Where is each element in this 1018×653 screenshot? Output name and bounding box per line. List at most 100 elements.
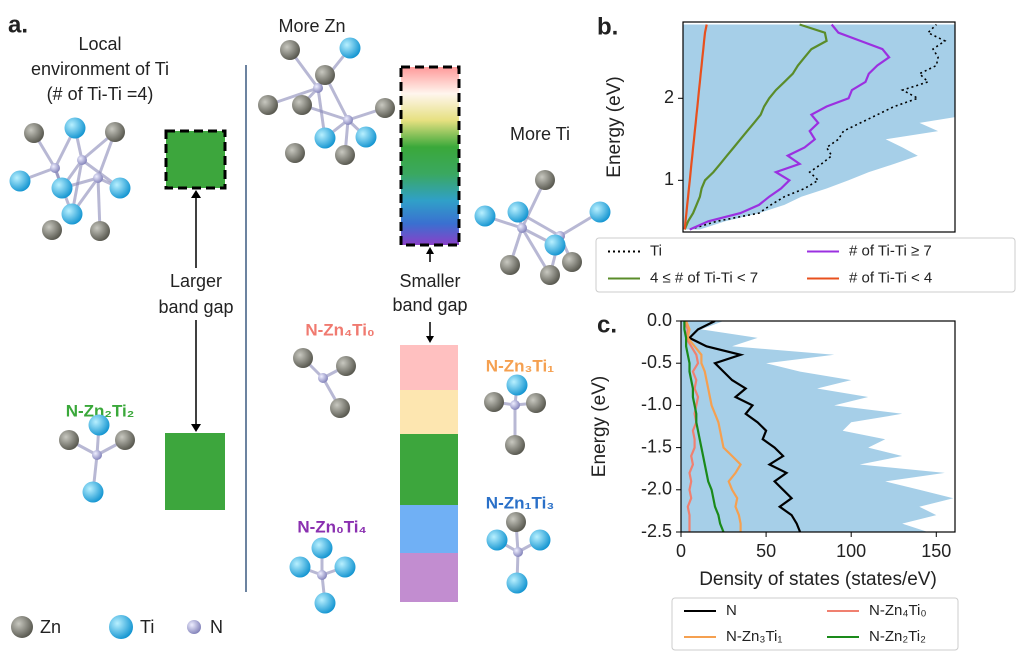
gap-segment: [400, 345, 458, 390]
cluster: [484, 374, 546, 455]
text: band gap: [158, 297, 233, 317]
atom: [486, 529, 508, 551]
atom: [258, 95, 278, 115]
density-area: [681, 321, 954, 532]
atom: [526, 393, 546, 413]
panel-label: b.: [597, 13, 618, 40]
y-tick-label: 1: [664, 169, 674, 189]
x-tick-label: 0: [676, 541, 686, 561]
atom: [285, 143, 305, 163]
atom: [115, 430, 135, 450]
atom: [484, 392, 504, 412]
atom: [64, 117, 86, 139]
panel-label: c.: [597, 311, 617, 338]
atom: [540, 265, 560, 285]
atom: [510, 400, 520, 410]
atom: [355, 126, 377, 148]
text: band gap: [392, 295, 467, 315]
cluster: [59, 414, 135, 503]
plot-area: [683, 23, 955, 231]
y-tick-label: -2.0: [641, 479, 672, 499]
atom: [105, 122, 125, 142]
plot-area: [681, 321, 954, 532]
atom: [517, 223, 527, 233]
atom: [375, 98, 395, 118]
y-tick-label: -1.0: [641, 394, 672, 414]
atom: [544, 234, 566, 256]
density-line: [689, 23, 947, 231]
cluster: [289, 537, 356, 614]
panel-a: a. Local environment of Ti (# of Ti-Ti =…: [8, 11, 611, 639]
species-label: N-Zn₃Ti₁: [486, 356, 554, 375]
x-tick-label: 100: [836, 541, 866, 561]
atom-label: Zn: [40, 617, 61, 637]
density-area: [683, 24, 955, 230]
atom: [314, 127, 336, 149]
atom: [506, 374, 528, 396]
species-label: N-Zn₁Ti₃: [486, 493, 554, 512]
cluster: [258, 37, 395, 165]
text: Local: [78, 34, 121, 54]
label-bg: [150, 268, 242, 320]
density-line: [683, 321, 725, 532]
atom: [90, 221, 110, 241]
atom: [589, 201, 611, 223]
density-line: [683, 321, 700, 532]
atom: [505, 435, 525, 455]
atom: [51, 177, 73, 199]
atom-label: Ti: [140, 617, 154, 637]
legend-label: N: [726, 602, 737, 619]
atom: [311, 537, 333, 559]
axes-frame: [682, 21, 956, 233]
x-axis-label: Density of states (states/eV): [699, 569, 937, 590]
legend-label: N-Zn₃Ti₁: [726, 628, 782, 645]
atom: [507, 201, 529, 223]
atom: [334, 556, 356, 578]
cluster: [474, 170, 611, 285]
cluster: [486, 512, 551, 594]
cluster: [9, 117, 131, 241]
atom: [289, 556, 311, 578]
legend-label: N-Zn₄Ti₀: [869, 602, 927, 619]
y-tick-label: -0.5: [641, 352, 672, 372]
atom: [339, 37, 361, 59]
density-line: [687, 321, 802, 532]
atom: [535, 170, 555, 190]
y-tick-label: 2: [664, 87, 674, 107]
atom-key: [187, 620, 201, 634]
atom: [313, 83, 323, 93]
atom: [293, 348, 313, 368]
gap-box: [399, 65, 461, 247]
y-tick-label: -2.5: [641, 521, 672, 541]
text: environment of Ti: [31, 59, 169, 79]
density-line: [683, 23, 828, 230]
atom: [513, 547, 523, 557]
atom: [529, 529, 551, 551]
atom: [343, 115, 353, 125]
atom: [335, 145, 355, 165]
atom: [9, 170, 31, 192]
atom: [506, 512, 526, 532]
species-label: N-Zn₂Ti₂: [66, 401, 135, 420]
text: More Zn: [278, 16, 345, 36]
panel-label: a.: [8, 11, 28, 38]
legend-label: Ti: [650, 242, 662, 259]
atom: [24, 123, 44, 143]
atom: [336, 356, 356, 376]
gap-segment: [400, 390, 458, 434]
text: Larger: [170, 271, 222, 291]
x-tick-label: 50: [756, 541, 776, 561]
gap-box: [164, 129, 227, 190]
legend-label: # of Ti-Ti < 4: [849, 269, 932, 286]
atom: [42, 220, 62, 240]
atom: [88, 414, 110, 436]
y-axis-label: Energy (eV): [604, 76, 625, 177]
gap-segment: [400, 434, 458, 505]
axes-frame: [680, 320, 956, 533]
atom: [330, 398, 350, 418]
legend-box: [671, 597, 959, 651]
atom: [280, 40, 300, 60]
atom-key: [109, 615, 133, 639]
atom: [562, 252, 582, 272]
atom: [315, 65, 335, 85]
